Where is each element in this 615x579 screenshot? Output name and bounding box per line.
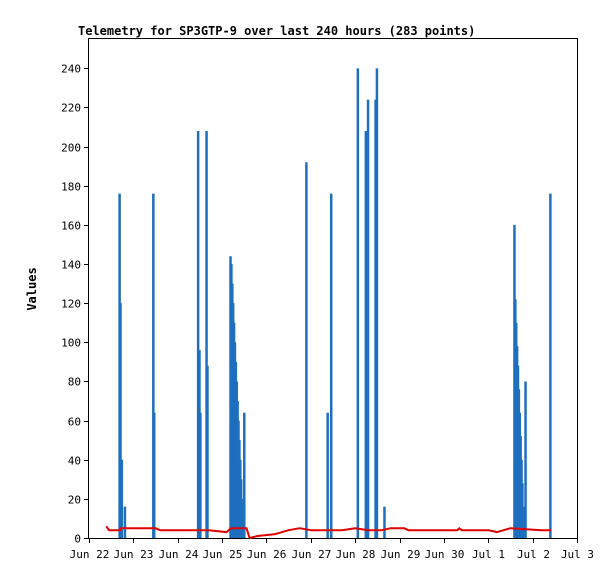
x-axis-ticks: Jun 22 Jun 23 Jun 24 Jun 25 Jun 26 Jun 27 Jun … [70,538,594,561]
y-tick-label: 40 [68,455,81,468]
y-tick-label: 20 [68,494,81,507]
x-tick-label: Jun 27 [292,548,332,561]
y-tick-label: 180 [61,181,81,194]
x-tick-label: Jun 22 [70,548,110,561]
x-tick-label: Jul 1 [472,548,505,561]
y-tick-label: 80 [68,376,81,389]
y-tick-label: 60 [68,416,81,429]
y-tick-label: 120 [61,298,81,311]
x-tick-label: Jun 23 [114,548,154,561]
y-axis-ticks: 0 20 40 60 80 100 120 140 160 180 200 220 240 [61,63,89,546]
chart-title: Telemetry for SP3GTP-9 over last 240 hou… [78,24,475,38]
x-tick-label: Jun 29 [381,548,421,561]
x-tick-label: Jun 26 [247,548,287,561]
x-tick-label: Jul 2 [517,548,550,561]
y-tick-label: 240 [61,63,81,76]
x-tick-label: Jun 25 [203,548,243,561]
y-tick-label: 220 [61,102,81,115]
x-tick-label: Jul 3 [561,548,594,561]
y-tick-label: 160 [61,220,81,233]
series-line-path [105,525,552,539]
y-tick-label: 100 [61,337,81,350]
y-axis-label: Values [25,267,39,310]
x-tick-label: Jun 28 [336,548,376,561]
y-tick-label: 140 [61,259,81,272]
series-line [105,525,552,539]
y-tick-label: 0 [74,533,81,546]
plot-frame [88,38,578,539]
x-tick-label: Jun 30 [425,548,465,561]
series-spikes [118,68,552,538]
x-tick-label: Jun 24 [159,548,199,561]
y-tick-label: 200 [61,142,81,155]
